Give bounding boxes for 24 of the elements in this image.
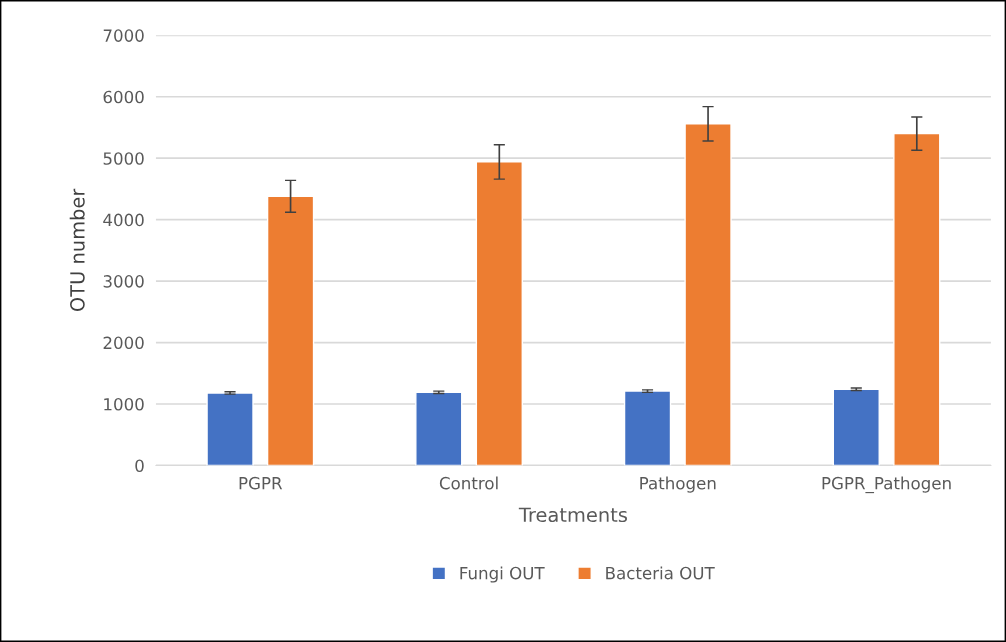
legend-label: Bacteria OUT [606, 566, 715, 580]
bar [623, 390, 672, 466]
y-tick-label: 2000 [103, 336, 144, 350]
y-tick-label: 0 [135, 459, 144, 473]
bar [893, 132, 941, 466]
legend-label: Fungi OUT [460, 566, 545, 583]
y-axis-title: OTU number [69, 188, 85, 312]
x-tick-label: Pathogen [640, 476, 716, 493]
x-tick-label: PGPR_Pathogen [822, 476, 951, 494]
x-axis-title: Treatments [518, 507, 627, 523]
bar [206, 392, 254, 466]
x-tick-label: Control [439, 476, 498, 490]
bar [266, 195, 315, 466]
bar [415, 391, 463, 466]
y-tick-label: 7000 [103, 29, 144, 42]
y-tick-label: 6000 [103, 90, 144, 104]
y-tick-label: 5000 [103, 152, 144, 165]
bar [832, 388, 880, 466]
x-tick-label: PGPR [239, 476, 283, 490]
y-tick-label: 3000 [103, 275, 144, 288]
y-tick-label: 1000 [104, 397, 144, 411]
y-tick-label: 4000 [103, 213, 144, 227]
bar [475, 161, 523, 466]
bar [684, 123, 732, 466]
